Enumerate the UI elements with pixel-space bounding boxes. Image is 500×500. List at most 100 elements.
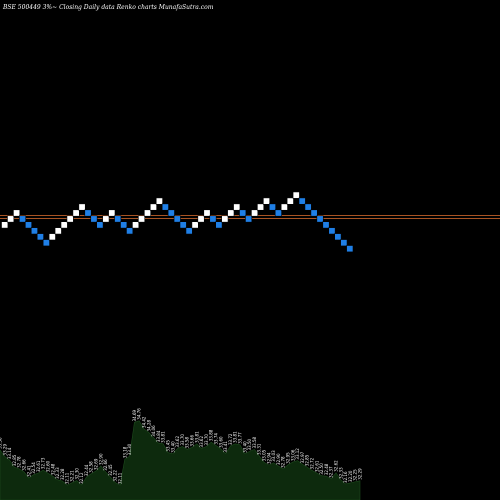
renko-brick-up	[108, 209, 116, 217]
renko-brick-up	[292, 191, 300, 199]
volume-label: 32.54	[31, 462, 36, 474]
volume-label: 32.22	[113, 470, 118, 482]
renko-brick-down	[310, 209, 318, 217]
renko-brick-up	[191, 221, 199, 229]
volume-label: 32.30	[74, 468, 79, 480]
renko-brick-up	[72, 209, 80, 217]
volume-label: 34.69	[132, 409, 137, 421]
volume-label: 32.20	[348, 470, 353, 482]
volume-area-fill	[0, 420, 361, 500]
volume-label: 32.85	[305, 454, 310, 466]
volume-label: 32.66	[103, 459, 108, 471]
renko-brick-down	[340, 239, 348, 247]
renko-brick-down	[334, 233, 342, 241]
renko-brick-down	[96, 221, 104, 229]
renko-brick-down	[209, 215, 217, 223]
volume-label: 32.11	[118, 472, 123, 484]
renko-brick-down	[179, 221, 187, 229]
renko-brick-up	[155, 197, 163, 205]
renko-brick-up	[280, 203, 288, 211]
volume-label: 33.56	[0, 437, 3, 449]
volume-label: 32.61	[36, 460, 41, 472]
renko-brick-down	[298, 197, 306, 205]
renko-brick-down	[245, 215, 253, 223]
volume-label: 33.58	[252, 436, 257, 448]
renko-brick-down	[120, 221, 128, 229]
volume-label: 32.45	[108, 464, 113, 476]
renko-brick-down	[126, 227, 134, 235]
renko-brick-down	[173, 215, 181, 223]
renko-brick-up	[13, 209, 21, 217]
renko-brick-down	[30, 227, 38, 235]
volume-label: 32.97	[300, 451, 305, 463]
volume-label: 32.16	[343, 471, 348, 483]
renko-brick-up	[1, 221, 9, 229]
volume-label: 33.72	[228, 433, 233, 445]
renko-brick-up	[7, 215, 15, 223]
renko-brick-up	[54, 227, 62, 235]
renko-brick-down	[24, 221, 32, 229]
volume-label: 32.78	[281, 456, 286, 468]
volume-label: 32.12	[79, 472, 84, 484]
volume-label: 33.66	[190, 435, 195, 447]
volume-label: 32.48	[324, 463, 329, 475]
volume-label: 32.11	[65, 472, 70, 484]
volume-label: 32.61	[314, 460, 319, 472]
volume-label: 33.50	[247, 438, 252, 450]
volume-label: 32.66	[22, 459, 27, 471]
volume-label: 32.33	[55, 467, 60, 479]
renko-brick-up	[257, 203, 265, 211]
renko-brick-down	[268, 203, 276, 211]
volume-label: 32.21	[70, 470, 75, 482]
renko-brick-up	[102, 215, 110, 223]
volume-label: 32.50	[319, 463, 324, 475]
volume-label: 33.30	[127, 443, 132, 455]
volume-label: 32.60	[46, 460, 51, 472]
renko-brick-up	[149, 203, 157, 211]
renko-brick-down	[19, 215, 27, 223]
renko-brick-up	[203, 209, 211, 217]
renko-brick-up	[60, 221, 68, 229]
renko-bricks	[1, 191, 354, 253]
volume-label: 33.18	[122, 446, 127, 458]
volume-label: 32.78	[17, 456, 22, 468]
volume-label: 33.70	[180, 434, 185, 446]
volume-label: 33.41	[223, 441, 228, 453]
renko-brick-down	[90, 215, 98, 223]
volume-label: 33.77	[238, 432, 243, 444]
renko-brick-up	[132, 221, 140, 229]
volume-label: 32.90	[276, 453, 281, 465]
volume-label: 32.37	[329, 466, 334, 478]
volume-label: 32.73	[41, 457, 46, 469]
renko-brick-up	[221, 215, 229, 223]
volume-label: 32.62	[334, 460, 339, 472]
renko-brick-down	[114, 215, 122, 223]
renko-brick-down	[346, 245, 354, 253]
volume-label: 32.33	[338, 467, 343, 479]
volume-label: 33.45	[166, 440, 171, 452]
renko-brick-up	[251, 209, 259, 217]
volume-label: 32.44	[84, 464, 89, 476]
volume-label: 33.88	[209, 429, 214, 441]
renko-brick-up	[233, 203, 241, 211]
volume-label: 32.48	[50, 463, 55, 475]
renko-brick-down	[316, 215, 324, 223]
renko-brick-down	[167, 209, 175, 217]
volume-label: 33.70	[204, 434, 209, 446]
renko-brick-up	[286, 197, 294, 205]
renko-brick-down	[185, 227, 193, 235]
renko-brick-up	[48, 233, 56, 241]
renko-brick-up	[262, 197, 270, 205]
renko-brick-down	[304, 203, 312, 211]
volume-label: 33.81	[233, 431, 238, 443]
renko-brick-up	[227, 209, 235, 217]
renko-brick-up	[66, 215, 74, 223]
volume-label: 34.06	[151, 425, 156, 437]
volume-label: 32.41	[26, 465, 31, 477]
volume-label: 33.81	[161, 431, 166, 443]
volume-label: 33.05	[262, 449, 267, 461]
renko-brick-up	[144, 209, 152, 217]
volume-label: 34.76	[137, 408, 142, 420]
